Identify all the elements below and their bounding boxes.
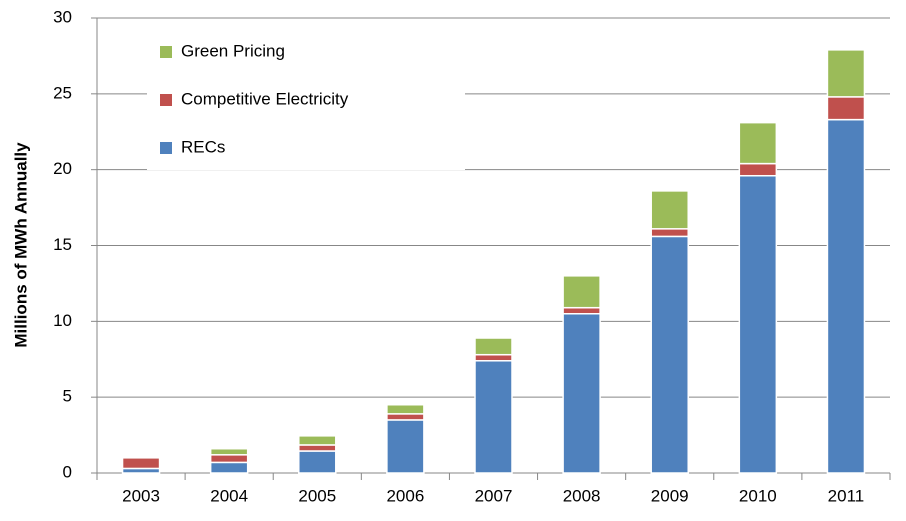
y-axis-label: Millions of MWh Annually: [11, 142, 30, 348]
y-tick-label: 5: [63, 387, 72, 406]
legend-box: [147, 30, 465, 170]
bar-segment: [826, 118, 866, 474]
bar-segment: [562, 313, 601, 474]
bar-segment: [298, 450, 337, 474]
bar-segment: [474, 353, 513, 362]
bar-segment: [738, 174, 778, 474]
legend-swatch: [160, 46, 172, 58]
x-tick-label: 2005: [298, 486, 336, 505]
bar-segment: [386, 404, 425, 415]
legend-swatch: [160, 94, 172, 106]
x-tick-label: 2007: [475, 486, 513, 505]
bar-segment: [738, 121, 778, 165]
y-tick-label: 25: [53, 83, 72, 102]
y-tick-label: 30: [53, 7, 72, 26]
bar-segment: [209, 454, 249, 464]
y-tick-label: 20: [53, 159, 72, 178]
bar-segment: [650, 235, 689, 474]
bar-segment: [386, 413, 425, 421]
x-tick-label: 2009: [651, 486, 689, 505]
legend-label: Green Pricing: [181, 41, 285, 60]
bar-segment: [474, 337, 513, 356]
bar-segment: [298, 435, 337, 446]
bar-segment: [650, 190, 689, 230]
y-tick-label: 15: [53, 235, 72, 254]
bar-segment: [121, 457, 161, 470]
legend-label: RECs: [181, 137, 225, 156]
y-tick-label: 0: [63, 462, 72, 481]
bar-segment: [738, 162, 778, 177]
bar-segment: [209, 461, 249, 474]
x-tick-label: 2008: [563, 486, 601, 505]
bar-segment: [826, 49, 866, 98]
bar-segment: [386, 419, 425, 474]
x-tick-label: 2011: [828, 486, 865, 505]
bar-segment: [650, 228, 689, 238]
bar-segment: [474, 360, 513, 474]
x-tick-label: 2006: [386, 486, 424, 505]
y-tick-label: 10: [53, 311, 72, 330]
bar-segment: [562, 275, 601, 309]
bar-segment: [562, 306, 601, 315]
x-tick-label: 2010: [739, 486, 777, 505]
x-tick-label: 2003: [122, 486, 160, 505]
legend-label: Competitive Electricity: [181, 89, 349, 108]
bar-segment: [826, 96, 866, 121]
legend-swatch: [160, 142, 172, 154]
bar-segment: [298, 444, 337, 452]
x-tick-label: 2004: [210, 486, 248, 505]
bar-segment: [209, 447, 249, 456]
